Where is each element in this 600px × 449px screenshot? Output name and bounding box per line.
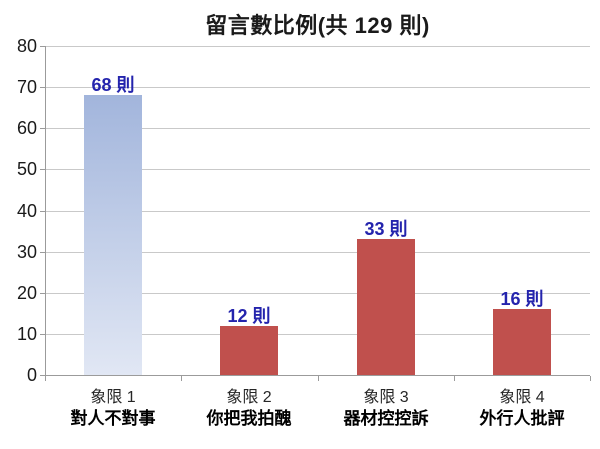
x-axis-tick-4 (590, 376, 591, 381)
gridline-70 (45, 87, 590, 88)
y-axis-tick-50 (40, 169, 45, 170)
bar-quadrant-3 (357, 239, 415, 375)
x-axis-label-2: 象限 2 你把我拍醜 (181, 387, 317, 429)
bar-value-label-1: 68 則 (91, 75, 135, 95)
gridline-50 (45, 169, 590, 170)
y-axis-tick-label-60: 60 (16, 118, 37, 138)
x-axis-line (40, 375, 590, 376)
gridline-60 (45, 128, 590, 129)
y-axis-tick-label-10: 10 (16, 324, 37, 344)
y-axis-tick-label-30: 30 (16, 242, 37, 262)
y-axis-tick-80 (40, 46, 45, 47)
y-axis-tick-10 (40, 334, 45, 335)
y-axis-tick-label-50: 50 (16, 159, 37, 179)
bar-quadrant-2 (220, 326, 278, 375)
x-axis-label-line1: 象限 4 (499, 389, 545, 406)
bar-value-label-2: 12 則 (227, 306, 271, 326)
gridline-80 (45, 46, 590, 47)
x-axis-label-1: 象限 1 對人不對事 (45, 387, 181, 429)
x-axis-label-line1: 象限 3 (363, 389, 409, 406)
x-axis-tick-1 (181, 376, 182, 381)
x-axis-label-line2: 你把我拍醜 (206, 409, 292, 428)
gridline-20 (45, 293, 590, 294)
y-axis-line (45, 46, 46, 381)
y-axis-tick-label-0: 0 (26, 365, 37, 385)
bar-quadrant-1 (84, 95, 142, 375)
x-axis-label-3: 象限 3 器材控控訴 (318, 387, 454, 429)
x-axis-label-4: 象限 4 外行人批評 (454, 387, 590, 429)
y-axis-tick-40 (40, 211, 45, 212)
y-axis-tick-30 (40, 252, 45, 253)
bar-quadrant-4 (493, 309, 551, 375)
y-axis-tick-60 (40, 128, 45, 129)
x-axis-tick-2 (318, 376, 319, 381)
x-axis-tick-3 (454, 376, 455, 381)
chart-title: 留言數比例(共 129 則) (205, 13, 430, 38)
x-axis-label-line2: 外行人批評 (479, 409, 565, 428)
x-axis-label-line1: 象限 1 (90, 389, 136, 406)
bar-value-label-3: 33 則 (364, 219, 408, 239)
y-axis-tick-label-80: 80 (16, 36, 37, 56)
y-axis-tick-20 (40, 293, 45, 294)
x-axis-label-line2: 器材控控訴 (343, 409, 429, 428)
gridline-40 (45, 211, 590, 212)
bar-value-label-4: 16 則 (500, 289, 544, 309)
gridline-30 (45, 252, 590, 253)
y-axis-tick-label-20: 20 (16, 283, 37, 303)
x-axis-label-line1: 象限 2 (226, 389, 272, 406)
gridline-10 (45, 334, 590, 335)
y-axis-tick-label-70: 70 (16, 77, 37, 97)
y-axis-tick-label-40: 40 (16, 201, 37, 221)
y-axis-tick-70 (40, 87, 45, 88)
x-axis-label-line2: 對人不對事 (70, 409, 156, 428)
